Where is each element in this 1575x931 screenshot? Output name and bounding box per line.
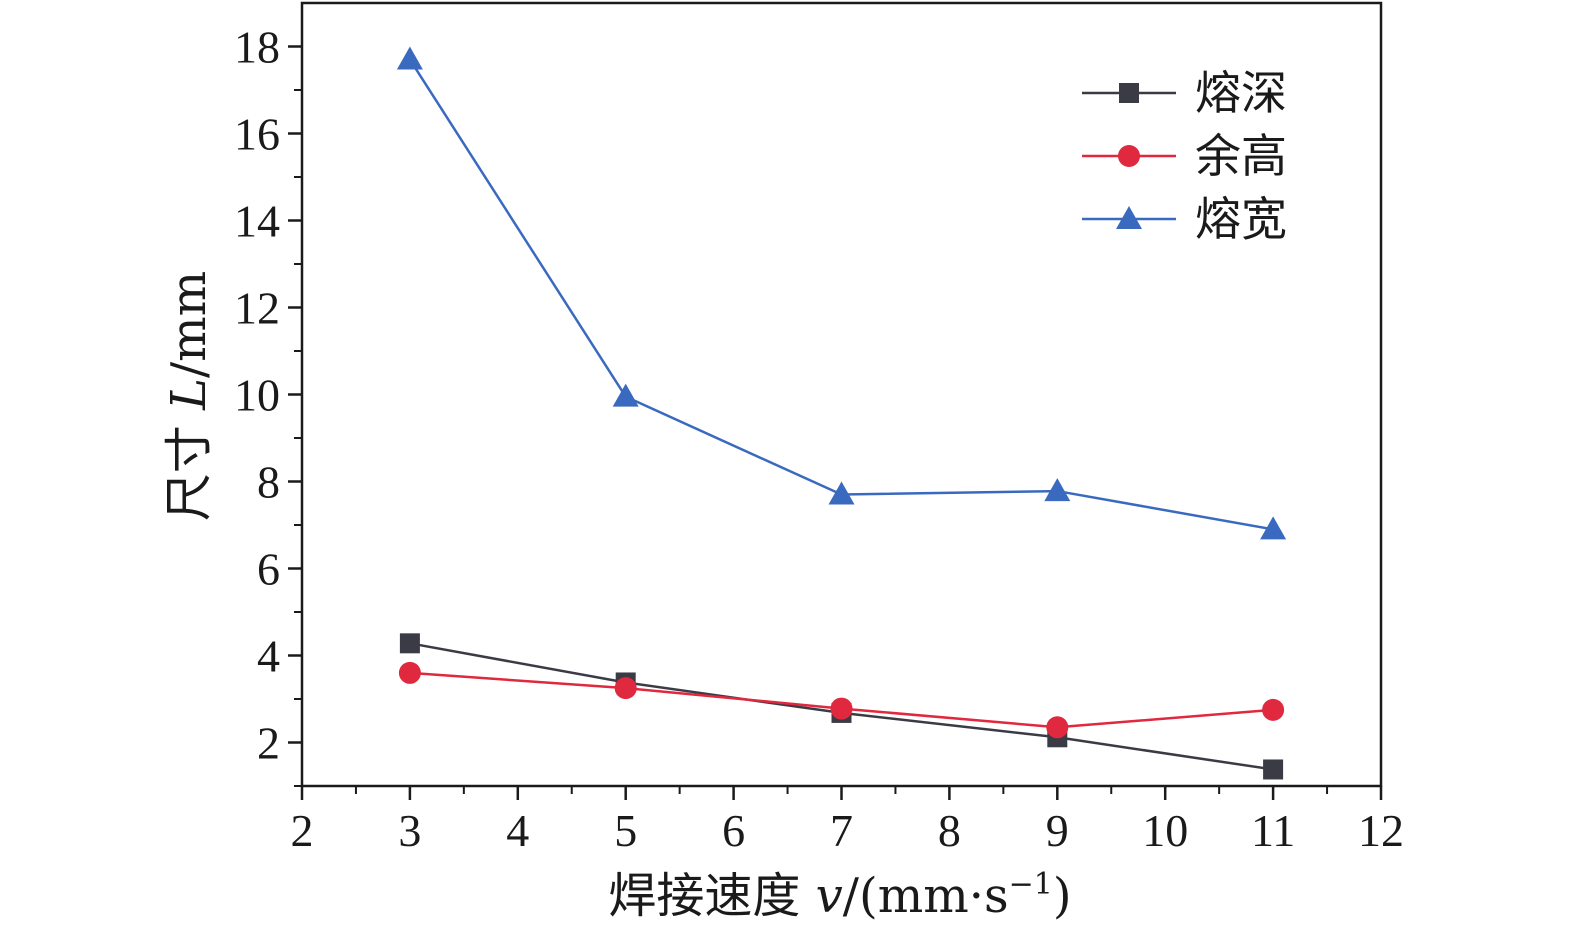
x-axis-title: 焊接速度 v/(mm·s−1) — [608, 867, 1071, 924]
y-axis-unit: /mm — [161, 271, 217, 378]
x-tick-label: 10 — [1142, 805, 1188, 856]
data-point — [830, 697, 853, 720]
x-tick-label: 6 — [722, 805, 745, 856]
y-tick-label: 12 — [234, 283, 280, 334]
x-tick-label: 9 — [1046, 805, 1069, 856]
data-point — [399, 633, 420, 654]
x-axis-unit: /(mm·s — [843, 868, 1009, 924]
x-axis-unit-exponent: −1 — [1009, 867, 1053, 902]
data-point — [1260, 516, 1287, 540]
series-triangle — [396, 46, 1287, 540]
y-tick-label: 2 — [257, 718, 280, 769]
x-tick-label: 12 — [1358, 805, 1404, 856]
x-axis-variable: v — [816, 868, 843, 924]
y-axis-title-prefix: 尺寸 — [161, 410, 217, 521]
legend-marker — [1118, 145, 1140, 167]
x-tick-label: 7 — [830, 805, 853, 856]
plot-frame — [300, 1, 1383, 788]
legend-label: 熔深 — [1195, 66, 1287, 120]
y-tick-label: 18 — [234, 22, 280, 73]
data-point — [396, 46, 423, 70]
x-axis-title-prefix: 焊接速度 — [608, 868, 815, 924]
y-tick-label: 16 — [234, 109, 280, 160]
data-point — [612, 383, 639, 407]
data-point — [614, 677, 637, 700]
x-tick-label: 3 — [398, 805, 421, 856]
x-tick-label: 4 — [506, 805, 529, 856]
legend-label: 余高 — [1195, 129, 1287, 183]
y-tick-label: 14 — [234, 196, 280, 247]
x-tick-label: 2 — [291, 805, 314, 856]
x-tick-label: 8 — [938, 805, 961, 856]
y-axis-title: 尺寸 L/mm — [161, 271, 217, 521]
legend-label: 熔宽 — [1195, 192, 1287, 246]
series-line — [408, 58, 1274, 531]
data-point — [1044, 478, 1071, 502]
x-axis-unit-close: ) — [1053, 868, 1072, 924]
y-tick-label: 10 — [234, 370, 280, 421]
x-tick-label: 11 — [1251, 805, 1295, 856]
data-point — [1262, 698, 1285, 721]
data-point — [1263, 759, 1284, 780]
legend-marker — [1119, 83, 1139, 103]
data-point — [1046, 716, 1069, 739]
y-axis-ticks: 2 4 6 8 10 12 14 16 18 — [234, 22, 302, 787]
y-tick-label: 4 — [257, 631, 280, 682]
y-tick-label: 8 — [257, 457, 280, 508]
y-tick-label: 6 — [257, 544, 280, 595]
series-circle — [398, 661, 1285, 739]
data-point — [828, 481, 855, 505]
y-axis-variable: L — [161, 378, 217, 411]
x-tick-label: 5 — [614, 805, 637, 856]
data-point — [398, 661, 421, 684]
series-layer — [396, 46, 1287, 780]
legend-marker — [1116, 206, 1142, 229]
x-axis-ticks: 2 3 4 5 6 7 8 9 10 11 12 — [291, 786, 1404, 856]
